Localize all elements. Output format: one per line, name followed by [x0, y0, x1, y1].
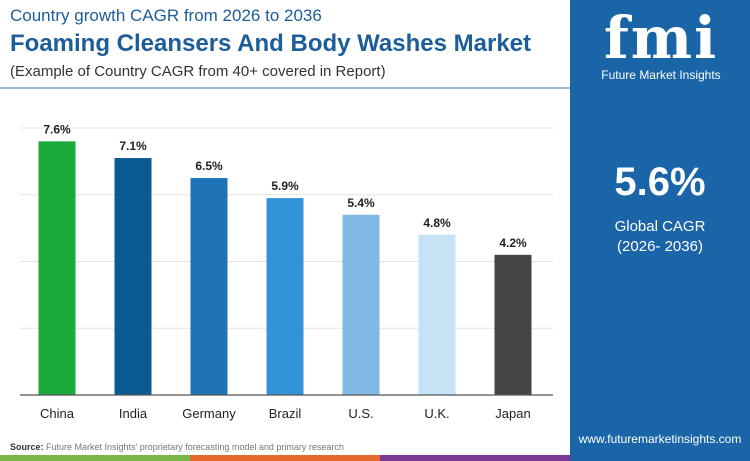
bar-uk [418, 234, 456, 395]
chart-subtitle: Country growth CAGR from 2026 to 2036 [10, 6, 322, 25]
x-tick-label: China [40, 406, 75, 421]
bar-germany [190, 178, 228, 395]
logo-name: Future Market Insights [601, 68, 721, 82]
x-tick-label: U.S. [348, 406, 373, 421]
divider [0, 87, 570, 89]
data-label: 7.6% [43, 122, 71, 136]
label-line2: (2026- 2036) [617, 238, 703, 255]
global-cagr-value: 5.6% [614, 160, 706, 204]
x-tick-label: Japan [495, 406, 530, 421]
side-panel [570, 0, 750, 461]
data-label: 5.4% [347, 196, 375, 210]
x-tick-label: Germany [182, 406, 236, 421]
bar-china [38, 141, 76, 395]
bar-japan [494, 254, 532, 395]
data-label: 6.5% [195, 159, 223, 173]
x-tick-label: U.K. [424, 406, 449, 421]
bar-chart: 7.6% China 7.1% India 6.5% Germany 5.9% Brazil 5… [20, 122, 553, 421]
source-note: Source: Future Market Insights' propriet… [10, 442, 344, 452]
bar-us [342, 214, 380, 395]
data-label: 4.8% [423, 216, 451, 230]
global-cagr-label: Global CAGR (2026- 2036) [570, 217, 750, 257]
data-label: 5.9% [271, 179, 299, 193]
logo-mark: fmi [603, 4, 719, 72]
x-tick-label: Brazil [269, 406, 302, 421]
fmi-logo: fmi Future Market Insights [596, 8, 726, 82]
data-label: 4.2% [499, 236, 527, 250]
stripe-green [0, 455, 190, 461]
stripe-purple [380, 455, 570, 461]
source-label: Source: [10, 442, 44, 452]
label-line1: Global CAGR [614, 218, 706, 235]
chart-note: (Example of Country CAGR from 40+ covere… [10, 63, 386, 80]
stripe-orange [190, 455, 380, 461]
website-link[interactable]: www.futuremarketinsights.com [578, 432, 742, 446]
bar-india [114, 158, 152, 395]
chart-title: Foaming Cleansers And Body Washes Market [10, 30, 532, 57]
x-tick-label: India [119, 406, 148, 421]
data-label: 7.1% [119, 139, 147, 153]
bar-brazil [266, 198, 304, 395]
source-text: Future Market Insights' proprietary fore… [46, 442, 344, 452]
